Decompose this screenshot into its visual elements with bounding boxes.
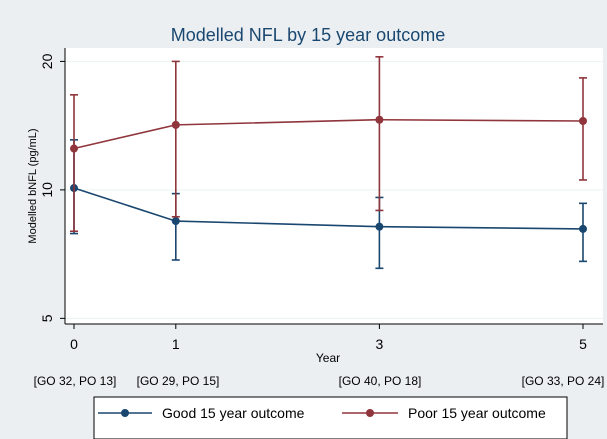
data-point (375, 222, 384, 231)
y-tick-label: 20 (39, 53, 55, 69)
x-tick-label: 0 (70, 336, 78, 352)
y-axis-label: Modelled bNFL (pg/mL) (27, 128, 39, 243)
x-tick-label: 1 (172, 336, 180, 352)
x-tick-label: 5 (579, 336, 587, 352)
chart-title: Modelled NFL by 15 year outcome (171, 25, 445, 45)
data-point (70, 144, 78, 153)
series-group (70, 56, 587, 233)
legend-label: Good 15 year outcome (162, 405, 305, 421)
data-point (375, 115, 384, 124)
series-line (73, 187, 584, 230)
legend-label: Poor 15 year outcome (408, 405, 546, 421)
y-tick-label: 5 (39, 314, 55, 322)
plot-area (65, 48, 603, 324)
group-count-label: [GO 33, PO 24] (522, 374, 605, 388)
y-tick-label: 10 (39, 182, 55, 198)
group-count-label: [GO 32, PO 13] (34, 374, 117, 388)
legend-marker (366, 409, 374, 417)
legend-marker (121, 409, 129, 417)
x-axis-label: Year (316, 351, 340, 365)
legend-box (93, 396, 568, 439)
data-point (579, 117, 587, 126)
group-count-label: [GO 40, PO 18] (339, 374, 422, 388)
series-line (73, 118, 584, 150)
data-point (579, 224, 587, 233)
x-tick-label: 3 (376, 336, 384, 352)
group-count-label: [GO 29, PO 15] (137, 374, 220, 388)
data-point (171, 120, 180, 129)
data-point (171, 217, 180, 226)
